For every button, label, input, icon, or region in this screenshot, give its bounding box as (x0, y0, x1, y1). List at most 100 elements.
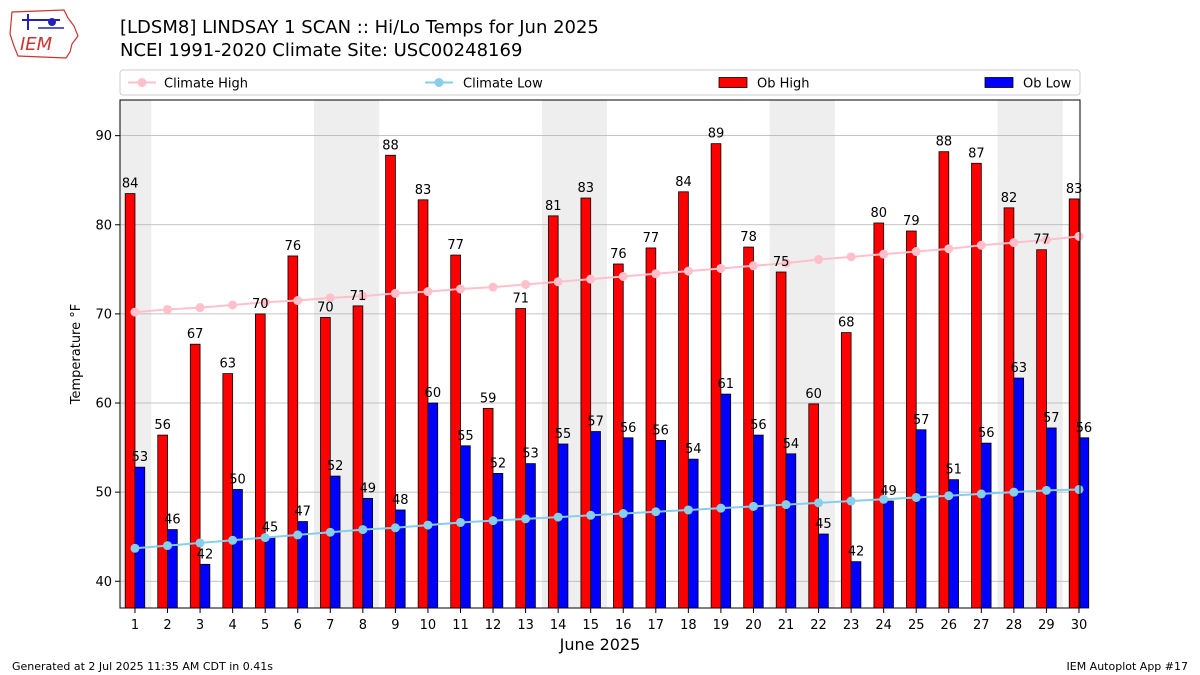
x-tick-label: 3 (196, 618, 204, 633)
y-tick-label: 50 (95, 486, 112, 501)
ob-high-bar (678, 191, 689, 609)
x-tick-label: 2 (163, 618, 171, 633)
ob-high-label: 80 (871, 206, 888, 221)
climate-low-point (358, 525, 368, 535)
ob-low-bar (1078, 437, 1090, 609)
climate-low-point (553, 512, 563, 522)
climate-high-point (748, 261, 758, 271)
plot-frame (119, 99, 1081, 609)
ob-low-bar (883, 500, 894, 609)
x-tick-label: 16 (615, 618, 632, 633)
ob-low-label: 49 (359, 481, 376, 496)
ob-low-bar (199, 563, 211, 609)
legend-climate-high-label: Climate High (164, 77, 248, 92)
ob-low-label: 63 (1010, 361, 1027, 376)
ob-low-label: 52 (327, 459, 344, 474)
ob-high-label: 81 (545, 199, 562, 214)
climate-high-point (325, 293, 335, 303)
x-tick-label: 5 (261, 618, 269, 633)
ob-low-label: 56 (652, 423, 669, 438)
x-tick-label: 26 (940, 618, 957, 633)
ob-low-label: 56 (620, 421, 637, 436)
x-tick-label: 20 (745, 618, 762, 633)
iem-logo: IEM (9, 9, 79, 59)
ob-low-bar (362, 497, 374, 609)
ob-low-bar (980, 442, 992, 609)
x-tick-label: 9 (391, 618, 399, 633)
climate-high-point (879, 249, 889, 259)
climate-high-line (134, 235, 1080, 314)
climate-high-point (618, 271, 628, 281)
ob-low-bar (557, 443, 569, 609)
climate-low-point (814, 498, 824, 508)
ob-low-label: 46 (164, 513, 181, 528)
ob-high-bar (222, 373, 234, 609)
legend-ob-high-swatch (718, 77, 748, 88)
ob-low-bar (264, 537, 276, 609)
ob-high-label: 77 (447, 238, 464, 253)
ob-low-label: 57 (587, 415, 604, 430)
ob-high-label: 67 (187, 327, 204, 342)
ob-low-bar (622, 437, 634, 609)
x-tick-label: 29 (1038, 618, 1055, 633)
ob-high-bar (938, 151, 950, 609)
climate-high-point (1009, 238, 1019, 248)
x-tick-label: 21 (778, 618, 795, 633)
legend-box (119, 69, 1081, 96)
y-tick-label: 90 (95, 129, 112, 144)
climate-high-point (390, 288, 400, 298)
climate-low-point (846, 496, 856, 506)
y-axis-label: Temperature °F (69, 304, 84, 405)
ob-high-label: 79 (903, 214, 920, 229)
ob-high-bar (1003, 207, 1015, 609)
ob-high-label: 88 (936, 135, 953, 150)
climate-high-point (651, 269, 661, 279)
climate-low-point (944, 491, 954, 501)
ob-high-label: 59 (480, 391, 497, 406)
ob-high-label: 83 (415, 183, 432, 198)
ob-high-label: 60 (805, 387, 822, 402)
climate-low-point (1041, 485, 1051, 495)
ob-high-bar (613, 263, 624, 609)
ob-high-label: 88 (382, 138, 399, 153)
ob-low-bar (134, 466, 146, 609)
climate-high-point (781, 258, 791, 268)
y-tick-label: 80 (95, 218, 112, 233)
ob-low-bar (460, 445, 471, 609)
legend-ob-low-swatch (984, 77, 1014, 88)
chart-subtitle: NCEI 1991-2020 Climate Site: USC00248169 (120, 40, 523, 61)
climate-low-point (683, 505, 693, 515)
ob-high-label: 77 (1033, 233, 1050, 248)
legend-ob-low-label: Ob Low (1023, 77, 1072, 92)
ob-low-label: 57 (1043, 411, 1060, 426)
ob-low-label: 49 (880, 484, 897, 499)
ob-low-label: 55 (555, 427, 572, 442)
ob-low-label: 51 (945, 463, 962, 478)
ob-high-bar (385, 154, 396, 609)
climate-low-point (521, 514, 531, 524)
x-tick-label: 15 (582, 618, 599, 633)
climate-low-point (455, 517, 465, 527)
x-axis-label: June 2025 (559, 635, 641, 654)
x-tick-label: 19 (713, 618, 730, 633)
ob-high-bar (873, 222, 885, 609)
legend-climate-low-label: Climate Low (463, 77, 543, 92)
ob-low-label: 56 (1076, 421, 1093, 436)
x-tick-label: 24 (875, 618, 892, 633)
x-tick-label: 30 (1071, 618, 1088, 633)
ob-low-label: 45 (815, 517, 832, 532)
climate-low-point (260, 533, 270, 543)
ob-low-bar (167, 529, 178, 609)
ob-high-label: 82 (1001, 191, 1018, 206)
y-tick-label: 70 (95, 307, 112, 322)
ob-low-bar (525, 463, 536, 609)
ob-high-bar (547, 215, 559, 609)
ob-high-label: 83 (1066, 182, 1083, 197)
x-tick-label: 1 (131, 618, 139, 633)
legend-ob-high-label: Ob High (757, 77, 810, 92)
climate-low-point (586, 510, 596, 520)
ob-low-label: 54 (783, 437, 800, 452)
ob-high-label: 56 (154, 418, 171, 433)
ob-low-bar (785, 453, 797, 609)
climate-high-point (911, 247, 921, 257)
